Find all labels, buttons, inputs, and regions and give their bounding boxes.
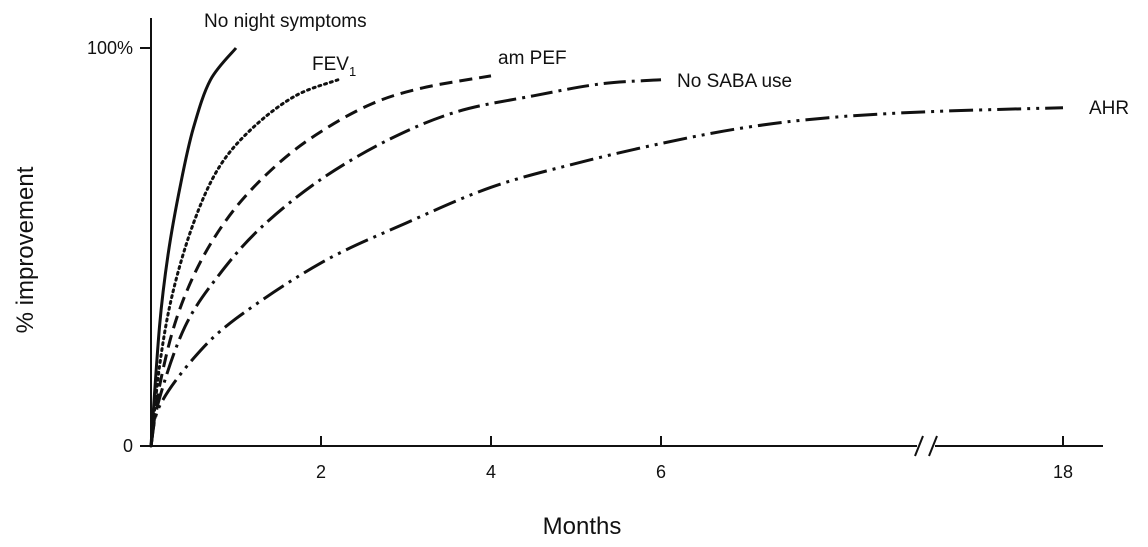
series-labels: No night symptoms FEV1 am PEF No SABA use AH… — [204, 11, 1129, 119]
series-label-am-pef: am PEF — [498, 48, 567, 69]
axis-break-mark — [914, 435, 924, 457]
series-line-fev1 — [149, 78, 340, 448]
ticks: 2 4 6 18 0 100% — [87, 38, 1073, 482]
x-tick-label: 6 — [656, 462, 666, 482]
x-tick-label: 2 — [316, 462, 326, 482]
axis-break-mark — [928, 435, 938, 457]
series-line-am-pef — [149, 74, 492, 447]
x-axis-title: Months — [543, 513, 622, 540]
series-label-no-saba-use: No SABA use — [677, 71, 792, 92]
series-group — [149, 47, 1064, 448]
y-tick-label: 100% — [87, 38, 133, 58]
series-line-no-saba-use — [149, 78, 662, 447]
y-tick-label: 0 — [123, 436, 133, 456]
series-line-no-night-symptoms — [149, 47, 238, 447]
x-tick-label: 4 — [486, 462, 496, 482]
x-tick-label: 18 — [1053, 462, 1073, 482]
y-axis-title: % improvement — [12, 166, 39, 333]
axes — [150, 18, 1103, 457]
series-label-fev1: FEV1 — [312, 54, 356, 79]
series-line-ahr — [149, 106, 1064, 447]
series-label-ahr: AHR — [1089, 98, 1129, 119]
series-label-no-night-symptoms: No night symptoms — [204, 11, 367, 32]
